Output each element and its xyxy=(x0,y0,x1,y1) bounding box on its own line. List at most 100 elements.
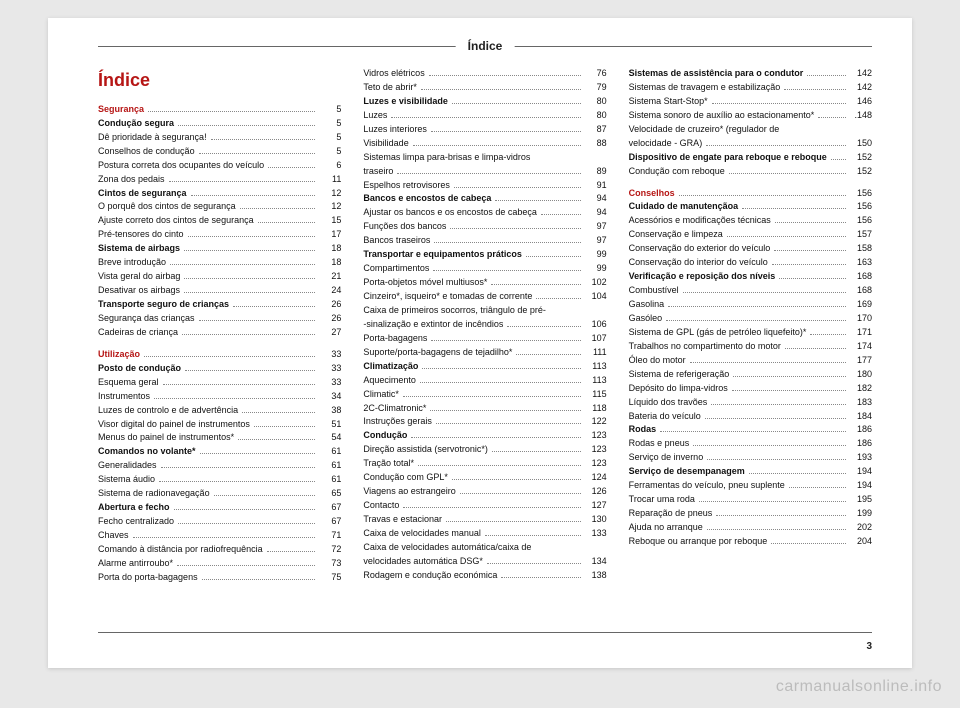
toc-page: 33 xyxy=(319,348,341,362)
toc-row: Sistema de airbags 18 xyxy=(98,242,341,256)
toc-dots xyxy=(784,89,846,90)
toc-dots xyxy=(161,467,316,468)
toc-page: 87 xyxy=(585,123,607,137)
toc-label: Transportar e equipamentos práticos xyxy=(363,248,522,262)
toc-row: Alarme antirroubo*73 xyxy=(98,557,341,571)
toc-page: 126 xyxy=(585,485,607,499)
toc-page: 184 xyxy=(850,410,872,424)
toc-page: 26 xyxy=(319,312,341,326)
toc-dots xyxy=(431,340,580,341)
toc-row: Óleo do motor177 xyxy=(629,354,872,368)
toc-row: Rodas186 xyxy=(629,423,872,437)
toc-label: Bancos e encostos de cabeça xyxy=(363,192,491,206)
toc-label: Sistema de airbags xyxy=(98,242,180,256)
toc-page: 97 xyxy=(585,234,607,248)
toc-dots xyxy=(429,75,581,76)
toc-dots xyxy=(211,139,316,140)
toc-row: Dispositivo de engate para reboque e reb… xyxy=(629,151,872,165)
toc-row: Combustível168 xyxy=(629,284,872,298)
toc-list-2: Vidros elétricos76Teto de abrir*79Luzes … xyxy=(363,67,606,583)
toc-label: Climatic* xyxy=(363,388,399,402)
toc-page: 134 xyxy=(585,555,607,569)
toc-label: Abertura e fecho xyxy=(98,501,170,515)
toc-row: Sistemas de assistência para o condutor1… xyxy=(629,67,872,81)
toc-label: traseiro xyxy=(363,165,393,179)
toc-dots xyxy=(267,551,316,552)
toc-page: 171 xyxy=(850,326,872,340)
toc-dots xyxy=(446,521,581,522)
toc-label: Dispositivo de engate para reboque e reb… xyxy=(629,151,827,165)
toc-dots xyxy=(699,501,846,502)
toc-row: Ajuda no arranque202 xyxy=(629,521,872,535)
toc-page: 38 xyxy=(319,404,341,418)
toc-page: 118 xyxy=(585,402,607,416)
toc-row: Líquido dos travões183 xyxy=(629,396,872,410)
toc-dots xyxy=(507,326,580,327)
toc-dots xyxy=(184,292,315,293)
toc-row: Conselhos de condução 5 xyxy=(98,145,341,159)
toc-col-1: Índice Segurança5Condução segura5Dê prio… xyxy=(98,67,341,632)
toc-page: 183 xyxy=(850,396,872,410)
toc-page: 79 xyxy=(585,81,607,95)
toc-label: Condução com GPL* xyxy=(363,471,448,485)
toc-page: 18 xyxy=(319,242,341,256)
toc-page: 194 xyxy=(850,465,872,479)
toc-label: Tração total* xyxy=(363,457,414,471)
toc-page: 97 xyxy=(585,220,607,234)
toc-page: 67 xyxy=(319,501,341,515)
toc-page: 76 xyxy=(585,67,607,81)
toc-page: 5 xyxy=(319,145,341,159)
toc-page: 111 xyxy=(585,346,607,360)
toc-row: Instrumentos34 xyxy=(98,390,341,404)
toc-row: Acessórios e modificações técnicas156 xyxy=(629,214,872,228)
toc-dots xyxy=(541,214,581,215)
toc-dots xyxy=(779,278,846,279)
toc-page: 156 xyxy=(850,200,872,214)
toc-label: Comando à distância por radiofrequência xyxy=(98,543,263,557)
toc-row: Visor digital do painel de instrumentos5… xyxy=(98,418,341,432)
toc-row: traseiro89 xyxy=(363,165,606,179)
toc-dots xyxy=(460,493,581,494)
toc-row: Zona dos pedais11 xyxy=(98,173,341,187)
toc-dots xyxy=(716,515,846,516)
toc-label: Vidros elétricos xyxy=(363,67,424,81)
toc-dots xyxy=(711,404,846,405)
toc-label: Rodas xyxy=(629,423,657,437)
toc-dots xyxy=(148,111,315,112)
toc-label: Bateria do veículo xyxy=(629,410,701,424)
toc-dots xyxy=(668,306,846,307)
toc-row-multiline: Sistemas limpa para-brisas e limpa-vidro… xyxy=(363,151,606,165)
toc-row: Abertura e fecho 67 xyxy=(98,501,341,515)
toc-section-label: Segurança xyxy=(98,103,144,117)
toc-dots xyxy=(240,208,316,209)
toc-row: Visibilidade88 xyxy=(363,137,606,151)
toc-page: 33 xyxy=(319,362,341,376)
toc-dots xyxy=(178,125,315,126)
toc-page: 106 xyxy=(585,318,607,332)
toc-row: velocidade - GRA)150 xyxy=(629,137,872,151)
toc-label: Generalidades xyxy=(98,459,157,473)
toc-label: Sistemas limpa para-brisas e limpa-vidro… xyxy=(363,151,530,165)
main-title: Índice xyxy=(98,67,341,95)
toc-dots xyxy=(452,103,581,104)
toc-row: Menus do painel de instrumentos*54 xyxy=(98,431,341,445)
toc-label: Conservação do exterior do veículo xyxy=(629,242,771,256)
toc-row: Climatic*115 xyxy=(363,388,606,402)
toc-page: 170 xyxy=(850,312,872,326)
toc-label: Luzes xyxy=(363,109,387,123)
toc-dots xyxy=(452,479,581,480)
manual-page: Índice Índice Segurança5Condução segura5… xyxy=(48,18,912,668)
toc-dots xyxy=(202,579,316,580)
toc-dots xyxy=(199,153,316,154)
toc-row: Aquecimento113 xyxy=(363,374,606,388)
toc-page: 34 xyxy=(319,390,341,404)
toc-label: Conselhos de condução xyxy=(98,145,195,159)
toc-dots xyxy=(679,195,846,196)
toc-label: Esquema geral xyxy=(98,376,159,390)
toc-label: Visor digital do painel de instrumentos xyxy=(98,418,250,432)
toc-dots xyxy=(182,334,315,335)
toc-label: Luzes e visibilidade xyxy=(363,95,448,109)
toc-dots xyxy=(418,465,581,466)
toc-page: 182 xyxy=(850,382,872,396)
toc-label: Cadeiras de criança xyxy=(98,326,178,340)
